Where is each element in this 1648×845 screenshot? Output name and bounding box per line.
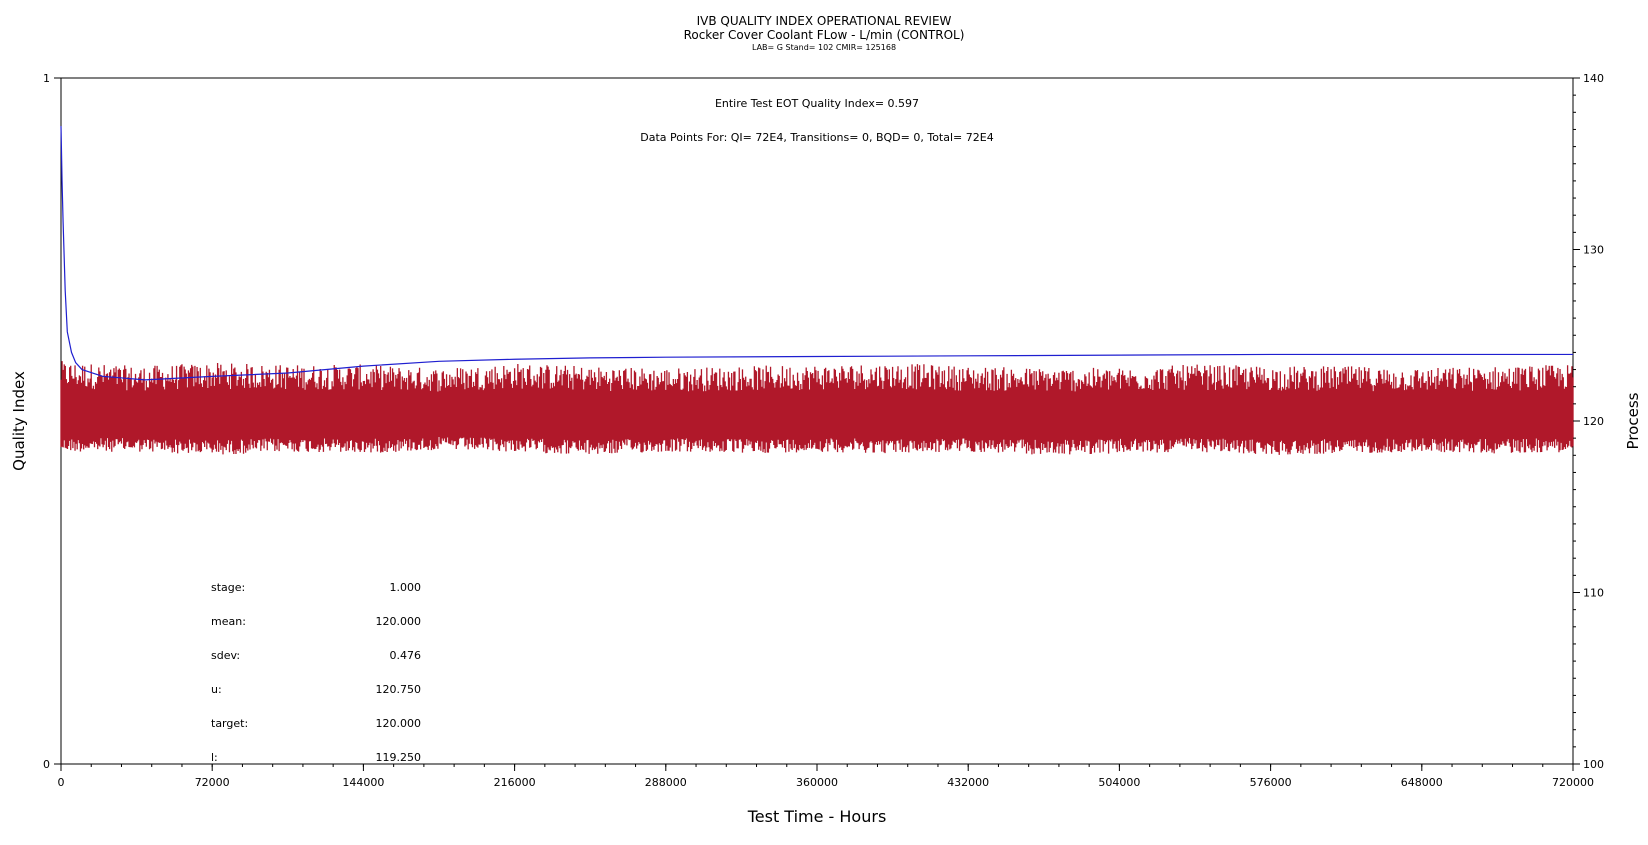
stat-label: target:: [211, 717, 248, 730]
data-layer: [60, 126, 1574, 455]
data-points-annotation: Data Points For: QI= 72E4, Transitions= …: [640, 131, 993, 144]
stat-value: 119.250: [376, 751, 422, 764]
y2-tick-label: 130: [1583, 244, 1604, 257]
y2-axis-label: Process: [1624, 392, 1642, 449]
stat-label: sdev:: [211, 649, 240, 662]
y2-tick-label: 110: [1583, 587, 1604, 600]
stat-label: l:: [211, 751, 218, 764]
x-tick-label: 360000: [796, 776, 838, 789]
x-tick-label: 504000: [1098, 776, 1140, 789]
x-tick-label: 576000: [1250, 776, 1292, 789]
stat-value: 120.000: [376, 615, 422, 628]
x-tick-label: 216000: [494, 776, 536, 789]
stat-value: 1.000: [390, 581, 422, 594]
x-tick-label: 144000: [342, 776, 384, 789]
x-tick-label: 648000: [1401, 776, 1443, 789]
stat-label: stage:: [211, 581, 245, 594]
axis-layer: 0 72000 144000 216000 288000 360000 432000 5040…: [43, 72, 1604, 789]
y2-tick-label: 120: [1583, 415, 1604, 428]
stat-label: mean:: [211, 615, 246, 628]
y-axis-label: Quality Index: [10, 371, 28, 471]
x-tick-label: 720000: [1552, 776, 1594, 789]
x-tick-label: 72000: [195, 776, 230, 789]
process-series: [60, 361, 1574, 455]
stat-value: 120.750: [376, 683, 422, 696]
quality-index-series: [60, 126, 1573, 381]
stat-value: 120.000: [376, 717, 422, 730]
x-tick-label: 0: [58, 776, 65, 789]
x-axis-label: Test Time - Hours: [747, 807, 887, 826]
x-tick-label: 432000: [947, 776, 989, 789]
y2-tick-label: 140: [1583, 72, 1604, 85]
y-tick-label: 0: [43, 758, 50, 771]
chart-subtitle: Rocker Cover Coolant FLow - L/min (CONTR…: [683, 28, 965, 42]
y-tick-label: 1: [43, 72, 50, 85]
stats-block: stage: 1.000 mean: 120.000 sdev: 0.476 u: 120.7…: [211, 581, 421, 764]
stat-value: 0.476: [390, 649, 422, 662]
chart-subtitle-small: LAB= G Stand= 102 CMIR= 125168: [751, 43, 897, 52]
y2-tick-label: 100: [1583, 758, 1604, 771]
chart-title: IVB QUALITY INDEX OPERATIONAL REVIEW: [696, 14, 952, 28]
eot-quality-index-annotation: Entire Test EOT Quality Index= 0.597: [715, 97, 919, 110]
stat-label: u:: [211, 683, 222, 696]
x-tick-label: 288000: [645, 776, 687, 789]
